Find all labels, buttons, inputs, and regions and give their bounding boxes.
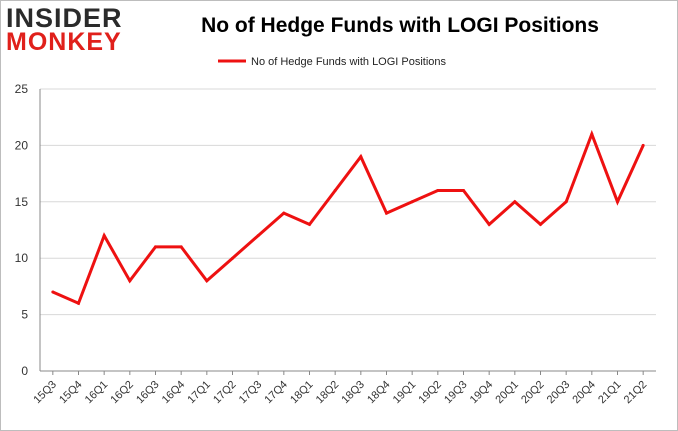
data-point [102,234,106,238]
y-tick-label: 25 [15,82,29,96]
data-point [77,301,80,305]
x-tick-label: 18Q1 [288,379,316,407]
x-tick-label: 17Q2 [211,379,239,407]
data-point [641,143,645,147]
x-tick-label: 21Q2 [622,379,650,407]
x-tick-label: 15Q3 [31,379,59,407]
x-tick-label: 15Q4 [57,379,85,407]
series [51,129,645,306]
data-point [154,245,157,249]
data-point [256,234,260,238]
x-tick-label: 19Q2 [416,379,444,407]
data-point [231,256,234,260]
data-point [616,200,619,204]
x-tick-label: 16Q3 [134,379,162,407]
x-tick-label: 19Q4 [468,379,496,407]
data-point [359,155,363,159]
data-point [539,222,542,226]
data-point [564,200,568,204]
x-tick-label: 17Q3 [237,379,265,407]
x-tick-label: 20Q1 [493,379,521,407]
y-tick-label: 10 [15,251,29,265]
y-tick-label: 0 [21,364,28,378]
x-tick-label: 20Q4 [570,379,598,407]
data-point [179,245,183,249]
x-tick-label: 20Q3 [545,379,573,407]
y-tick-label: 5 [21,308,28,322]
x-tick-labels: 15Q315Q416Q116Q216Q316Q417Q117Q217Q317Q4… [31,379,649,407]
y-tick-label: 20 [15,138,29,152]
data-point [385,211,388,215]
x-tick-label: 19Q1 [391,379,419,407]
data-point [436,189,440,193]
data-point [513,200,517,204]
data-point [410,200,414,204]
y-tick-labels: 0 5 10 15 20 25 [15,82,29,378]
data-point [128,279,132,283]
data-point [51,290,55,294]
series-line [52,129,645,306]
x-tick-label: 17Q1 [185,379,213,407]
logo-line-2: MONKEY [6,28,122,56]
data-point [487,222,491,226]
x-tick-label: 18Q4 [365,379,393,407]
legend: No of Hedge Funds with LOGI Positions [218,56,447,68]
x-tick-label: 20Q2 [519,379,547,407]
x-tick-label: 16Q2 [108,379,136,407]
legend-label: No of Hedge Funds with LOGI Positions [251,56,447,68]
data-point [590,132,594,136]
logo-line-1: INSIDER [6,3,123,33]
data-point [205,279,209,283]
axes [39,89,656,375]
data-point [308,222,311,226]
x-tick-label: 16Q4 [160,379,188,407]
data-point [282,211,286,215]
gridlines [40,88,656,316]
x-tick-label: 18Q2 [314,379,342,407]
data-point [333,189,337,193]
x-tick-label: 18Q3 [339,379,367,407]
chart-title: No of Hedge Funds with LOGI Positions [201,14,599,37]
insider-monkey-logo: INSIDER MONKEY [6,3,130,55]
x-tick-label: 21Q1 [596,379,624,407]
x-tick-label: 19Q3 [442,379,470,407]
data-point [462,189,465,193]
x-tick-label: 17Q4 [262,379,290,407]
x-tick-label: 16Q1 [83,379,111,407]
y-tick-label: 15 [15,195,29,209]
